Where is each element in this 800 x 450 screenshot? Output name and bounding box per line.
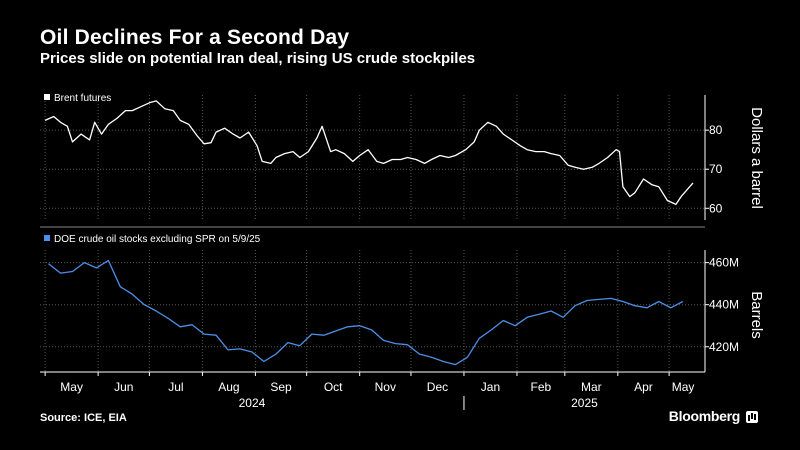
chart-title: Oil Declines For a Second Day [40, 26, 350, 49]
chart-subtitle: Prices slide on potential Iran deal, ris… [40, 50, 476, 67]
x-month-label: Apr [634, 380, 653, 394]
x-month-label: Jun [114, 380, 133, 394]
brent-ytick-label: 80 [709, 123, 723, 137]
x-month-label: May [672, 380, 695, 394]
brent-series-line [44, 100, 694, 206]
x-month-label: Dec [427, 380, 448, 394]
stocks-series-line [48, 259, 684, 366]
x-year-label: 2025 [571, 396, 598, 410]
bloomberg-mark-icon [746, 411, 758, 423]
x-month-label: Sep [270, 380, 292, 394]
stocks-axis-title: Barrels [748, 291, 765, 339]
x-year-label: 2024 [239, 396, 266, 410]
stocks-legend-swatch [44, 235, 50, 241]
x-month-label: Oct [324, 380, 343, 394]
brent-axis-title: Dollars a barrel [748, 107, 765, 209]
brent-panel: 60 70 80 Brent futures Dollars a barrel [40, 93, 765, 220]
x-axis: May Jun Jul Aug Sep Oct Nov Dec Jan Feb Mar Apr May 2… [40, 226, 705, 410]
x-month-label: Jan [481, 380, 500, 394]
stocks-panel: 420M 440M 460M DOE crude oil stocks excludi… [40, 234, 765, 372]
brent-ytick-label: 60 [709, 201, 723, 215]
x-month-label: Jul [168, 380, 183, 394]
x-month-label: May [60, 380, 83, 394]
brent-ytick-label: 70 [709, 162, 723, 176]
bloomberg-logo: Bloomberg [668, 408, 741, 424]
stocks-ytick-label: 440M [709, 298, 739, 312]
x-month-label: Feb [531, 380, 552, 394]
stocks-ytick-label: 460M [709, 256, 739, 270]
stocks-legend-label: DOE crude oil stocks excluding SPR on 5/… [54, 234, 261, 245]
x-month-label: Nov [375, 380, 396, 394]
x-month-label: Mar [581, 380, 602, 394]
brent-legend-label: Brent futures [54, 93, 111, 104]
source-note: Source: ICE, EIA [40, 412, 127, 424]
x-month-label: Aug [218, 380, 239, 394]
stocks-ytick-label: 420M [709, 340, 739, 354]
brent-legend-swatch [44, 94, 50, 100]
